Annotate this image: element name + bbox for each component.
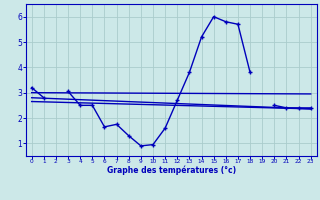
X-axis label: Graphe des températures (°c): Graphe des températures (°c)	[107, 166, 236, 175]
